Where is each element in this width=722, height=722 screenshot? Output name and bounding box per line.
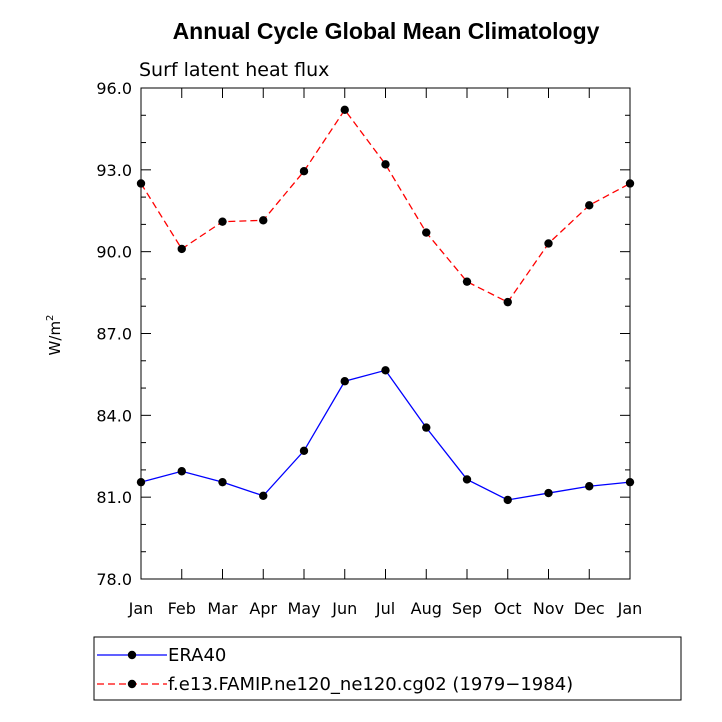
- y-tick-label: 78.0: [96, 570, 132, 589]
- data-point: [585, 201, 594, 210]
- x-tick-label: Oct: [494, 599, 522, 618]
- data-point: [625, 179, 635, 188]
- y-tick-label: 93.0: [96, 161, 132, 180]
- data-point: [544, 488, 553, 498]
- data-point: [625, 477, 635, 487]
- x-tick-label: Jul: [375, 599, 395, 618]
- data-point: [422, 228, 431, 237]
- x-axis: Jan Feb Mar Apr May Jun Jul Aug Sep Oct Nov Dec Jan: [128, 88, 643, 618]
- data-point: [136, 179, 146, 188]
- data-point: [422, 423, 431, 432]
- series-line-0: [140, 369, 631, 501]
- legend: ERA40 f.e13.FAMIP.ne120_ne120.cg02 (1979−…: [97, 645, 573, 695]
- y-tick-label: 84.0: [96, 406, 132, 425]
- y-axis: 78.0 81.0 84.0 87.0 90.0 93.0 96.0: [96, 79, 630, 589]
- data-point: [299, 166, 309, 176]
- y-axis-label: W/m2: [45, 315, 64, 356]
- series-line-1: [140, 108, 631, 303]
- data-point: [381, 160, 390, 169]
- data-point: [503, 495, 512, 505]
- y-tick-label: 96.0: [96, 79, 132, 98]
- x-tick-label: Feb: [168, 599, 196, 618]
- chart-title: Annual Cycle Global Mean Climatology: [173, 18, 600, 44]
- data-point: [462, 475, 472, 484]
- data-point: [462, 277, 472, 286]
- x-tick-label: Jun: [331, 599, 357, 618]
- x-tick-label: Sep: [452, 599, 482, 618]
- data-point: [544, 239, 553, 248]
- legend-marker-1: [127, 679, 137, 689]
- legend-label-1: f.e13.FAMIP.ne120_ne120.cg02 (1979−1984): [168, 674, 573, 695]
- x-tick-label: Aug: [411, 599, 442, 618]
- legend-label-0: ERA40: [168, 645, 226, 666]
- x-tick-label: Dec: [574, 599, 605, 618]
- data-point: [177, 467, 186, 476]
- y-tick-label: 81.0: [96, 488, 132, 507]
- x-tick-label: Mar: [207, 599, 238, 618]
- data-point: [340, 105, 349, 115]
- data-point: [218, 217, 227, 226]
- x-tick-label: Jan: [617, 599, 643, 618]
- legend-box: [93, 636, 682, 701]
- y-tick-label: 87.0: [96, 325, 132, 344]
- data-point: [381, 366, 390, 375]
- legend-marker-0: [127, 650, 137, 660]
- x-tick-label: Jan: [128, 599, 154, 618]
- data-point: [259, 491, 268, 501]
- series-layer: [136, 105, 635, 505]
- data-point: [136, 477, 146, 487]
- y-axis-label-superscript: 2: [45, 315, 56, 321]
- data-point: [503, 297, 512, 307]
- data-point: [218, 477, 227, 487]
- data-point: [299, 446, 309, 455]
- x-tick-label: Apr: [249, 599, 277, 618]
- y-axis-label-text: W/m: [46, 321, 64, 356]
- x-tick-label: Nov: [533, 599, 564, 618]
- data-point: [585, 482, 594, 491]
- data-point: [259, 216, 268, 225]
- data-point: [177, 244, 186, 254]
- data-point: [340, 377, 349, 386]
- chart-subtitle: Surf latent heat flux: [139, 59, 329, 81]
- x-tick-label: May: [287, 599, 320, 618]
- y-tick-label: 90.0: [96, 243, 132, 262]
